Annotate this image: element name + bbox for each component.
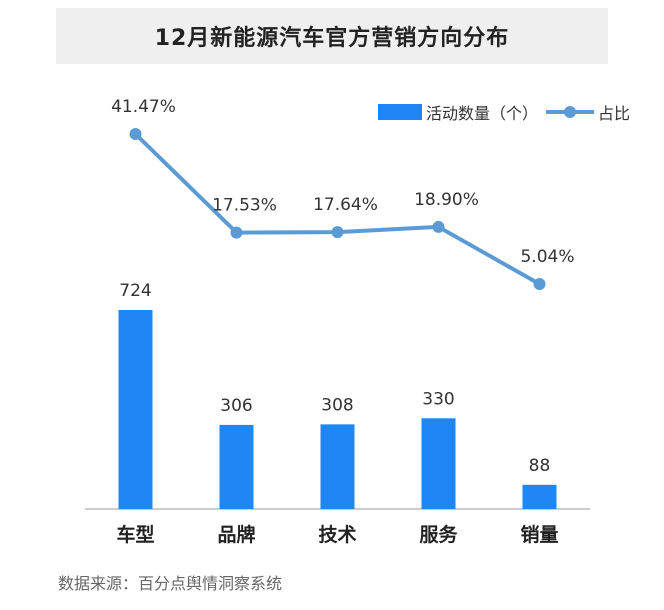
bar: [522, 484, 557, 509]
legend-line-label: 占比: [598, 104, 631, 123]
legend-line-marker: [546, 104, 595, 120]
chart-title: 12月新能源汽车官方营销方向分布: [154, 26, 510, 51]
line-value-label: 41.47%: [111, 97, 176, 117]
x-tick-label: 服务: [419, 523, 458, 546]
line-point: [129, 128, 142, 140]
bar-value-label: 330: [422, 389, 454, 409]
title-banner: 12月新能源汽车官方营销方向分布: [56, 8, 608, 64]
line-point: [533, 278, 546, 290]
x-tick-label: 技术: [318, 523, 356, 546]
bar: [421, 418, 456, 509]
line-value-label: 5.04%: [520, 247, 574, 267]
x-tick-label: 销量: [520, 523, 558, 546]
bar-value-label: 306: [220, 396, 252, 416]
legend-bar-swatch: [378, 104, 422, 120]
bar-value-label: 88: [529, 456, 551, 476]
legend: 活动数量（个） 占比: [378, 100, 630, 124]
line-point: [331, 226, 344, 239]
bar: [118, 310, 153, 509]
data-source: 数据来源：百分点舆情洞察系统: [58, 574, 283, 593]
bar-value-label: 308: [321, 395, 353, 415]
x-tick-label: 车型: [116, 523, 154, 546]
bar-value-label: 724: [119, 281, 151, 301]
line-value-label: 18.90%: [414, 190, 479, 210]
line-point: [432, 220, 445, 233]
line-value-label: 17.53%: [212, 196, 277, 216]
bar: [219, 424, 254, 509]
legend-bar-label: 活动数量（个）: [426, 104, 539, 123]
bar: [320, 424, 355, 509]
line-point: [230, 226, 243, 239]
line-value-label: 17.64%: [313, 195, 378, 215]
x-tick-label: 品牌: [217, 523, 255, 546]
